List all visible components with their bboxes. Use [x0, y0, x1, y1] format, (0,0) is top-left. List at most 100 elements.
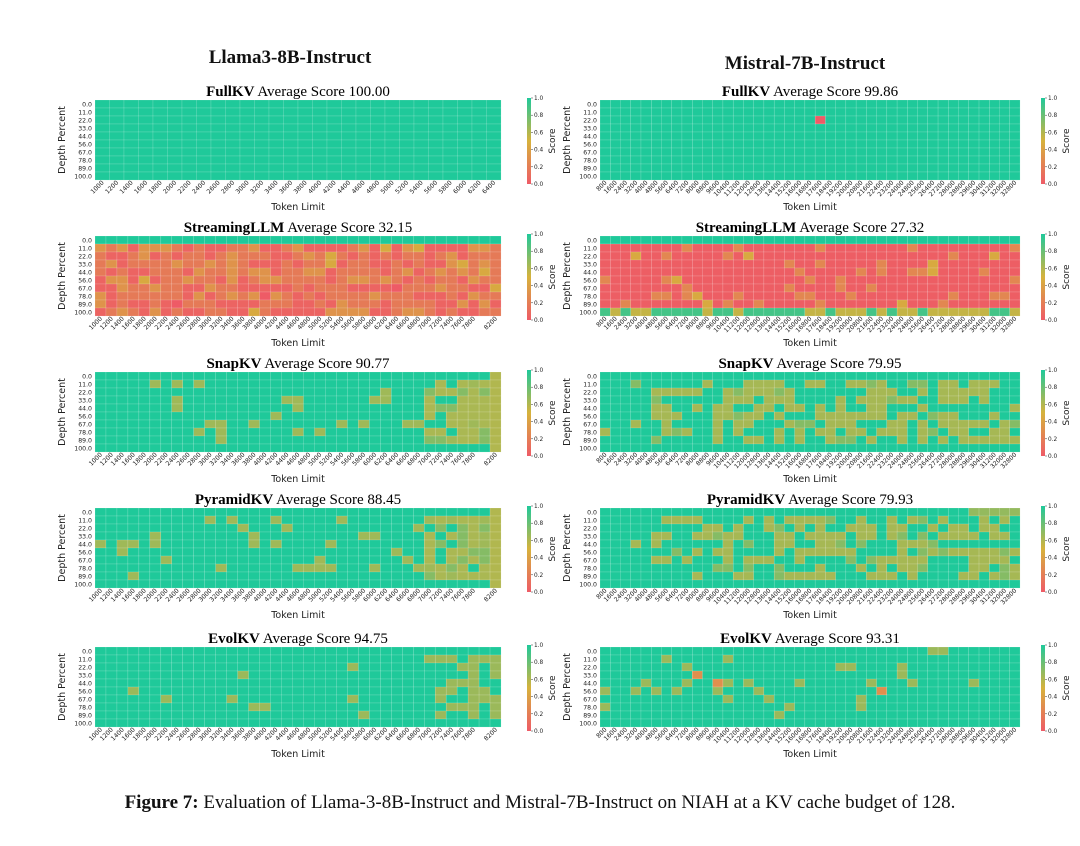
panel-title: SnapKV Average Score 79.95: [718, 356, 901, 372]
heatmap-cell: [369, 443, 381, 453]
heatmap-cell: [702, 718, 713, 728]
y-tick-label: 44.0: [78, 133, 92, 140]
heatmap-cell: [314, 251, 326, 261]
heatmap-cell: [732, 547, 744, 557]
heatmap-cell: [270, 371, 282, 381]
heatmap-cell: [886, 395, 898, 405]
panel-avg-label: Average Score: [770, 84, 864, 100]
heatmap-cell: [845, 371, 857, 381]
heatmap-cell: [835, 163, 847, 173]
heatmap-cell: [297, 163, 313, 173]
heatmap-cell: [692, 251, 703, 261]
heatmap-cell: [456, 307, 469, 317]
heatmap-cell: [127, 579, 140, 589]
colorbar-tick-label: 1.0: [534, 232, 544, 238]
heatmap-cell: [712, 267, 724, 277]
heatmap-cell: [804, 539, 816, 549]
heatmap-cell: [336, 531, 348, 541]
heatmap-cell: [369, 718, 381, 728]
heatmap-cell: [886, 379, 898, 389]
x-tick-label: 5000: [380, 179, 396, 195]
heatmap-cell: [325, 283, 337, 293]
heatmap-cell: [370, 115, 386, 125]
heatmap-cell: [423, 387, 436, 397]
heatmap-cell: [958, 654, 970, 664]
heatmap-cell: [835, 307, 847, 317]
heatmap-cell: [876, 371, 888, 381]
heatmap-cell: [610, 670, 621, 680]
heatmap-cell: [743, 686, 754, 696]
heatmap-cell: [722, 387, 734, 397]
heatmap-cell: [116, 670, 129, 680]
heatmap-cell: [149, 670, 162, 680]
heatmap-cell: [784, 427, 795, 437]
heatmap-cell: [369, 646, 381, 656]
heatmap-cell: [763, 539, 775, 549]
heatmap-cell: [968, 147, 980, 157]
heatmap-cell: [773, 235, 785, 245]
panel-method: StreamingLLM: [184, 220, 285, 236]
heatmap-cell: [784, 283, 795, 293]
heatmap-cell: [358, 507, 370, 517]
heatmap-cell: [358, 515, 370, 525]
heatmap-cell: [270, 507, 282, 517]
heatmap-cell: [94, 259, 107, 269]
heatmap-cell: [303, 523, 315, 533]
heatmap-cell: [855, 670, 867, 680]
heatmap-cell: [896, 515, 908, 525]
heatmap-cell: [445, 547, 458, 557]
heatmap-cell: [753, 107, 765, 117]
heatmap-cell: [794, 539, 806, 549]
heatmap-cell: [845, 379, 857, 389]
heatmap-cell: [599, 443, 611, 453]
heatmap-cell: [937, 139, 949, 149]
heatmap-cell: [445, 710, 458, 720]
heatmap-cell: [610, 259, 621, 269]
heatmap-cell: [732, 259, 744, 269]
heatmap-cell: [226, 307, 238, 317]
heatmap-cell: [347, 531, 359, 541]
heatmap-cell: [358, 251, 370, 261]
heatmap-cell: [866, 686, 877, 696]
heatmap-cell: [671, 411, 683, 421]
heatmap-cell: [391, 443, 403, 453]
heatmap-cell: [968, 411, 980, 421]
heatmap-cell: [336, 563, 348, 573]
heatmap-cell: [661, 435, 672, 445]
heatmap-cell: [876, 563, 888, 573]
heatmap-cell: [226, 283, 238, 293]
heatmap-cell: [399, 107, 415, 117]
heatmap-cell: [281, 702, 293, 712]
heatmap-cell: [248, 259, 260, 269]
heatmap-cell: [999, 539, 1011, 549]
heatmap-cell: [123, 107, 139, 117]
heatmap-cell: [434, 427, 447, 437]
heatmap-cell: [886, 678, 898, 688]
heatmap-cell: [722, 523, 734, 533]
heatmap-cell: [434, 523, 447, 533]
heatmap-cell: [204, 267, 216, 277]
heatmap-cell: [825, 571, 836, 581]
heatmap-cell: [259, 243, 271, 253]
heatmap-cell: [478, 678, 491, 688]
heatmap-cell: [763, 523, 775, 533]
heatmap-cell: [1009, 694, 1021, 704]
heatmap-cell: [259, 307, 271, 317]
heatmap-cell: [866, 507, 877, 517]
heatmap-cell: [958, 443, 970, 453]
heatmap-cell: [105, 395, 118, 405]
y-tick-label: 67.0: [583, 149, 597, 156]
heatmap-cell: [784, 163, 795, 173]
heatmap-cell: [226, 443, 238, 453]
colorbar-label: Score: [548, 536, 558, 562]
heatmap-cell: [193, 539, 205, 549]
heatmap-cell: [347, 547, 359, 557]
heatmap-cell: [391, 291, 403, 301]
heatmap-cell: [886, 563, 898, 573]
heatmap-cell: [303, 555, 315, 565]
y-tick-label: 78.0: [78, 293, 92, 300]
heatmap-cell: [732, 403, 744, 413]
heatmap-cell: [640, 291, 652, 301]
heatmap-cell: [753, 235, 765, 245]
heatmap-cell: [138, 107, 154, 117]
